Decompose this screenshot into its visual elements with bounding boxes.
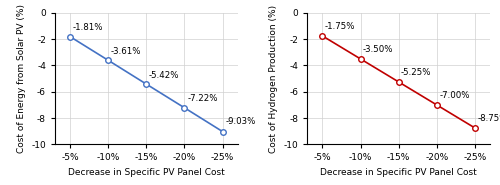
- Text: -7.00%: -7.00%: [440, 91, 470, 100]
- Text: -1.75%: -1.75%: [324, 22, 355, 31]
- Text: -5.42%: -5.42%: [148, 70, 179, 80]
- Text: -5.25%: -5.25%: [401, 68, 432, 77]
- X-axis label: Decrease in Specific PV Panel Cost: Decrease in Specific PV Panel Cost: [68, 168, 225, 177]
- Text: -3.50%: -3.50%: [363, 45, 394, 54]
- Text: -1.81%: -1.81%: [72, 23, 103, 32]
- Text: -3.61%: -3.61%: [110, 47, 141, 56]
- X-axis label: Decrease in Specific PV Panel Cost: Decrease in Specific PV Panel Cost: [320, 168, 477, 177]
- Text: -9.03%: -9.03%: [226, 117, 256, 126]
- Text: -8.75%: -8.75%: [478, 114, 500, 123]
- Y-axis label: Cost of Hydrogen Production (%): Cost of Hydrogen Production (%): [269, 5, 278, 153]
- Text: -7.22%: -7.22%: [188, 94, 218, 102]
- Y-axis label: Cost of Energy from Solar PV (%): Cost of Energy from Solar PV (%): [16, 4, 26, 153]
